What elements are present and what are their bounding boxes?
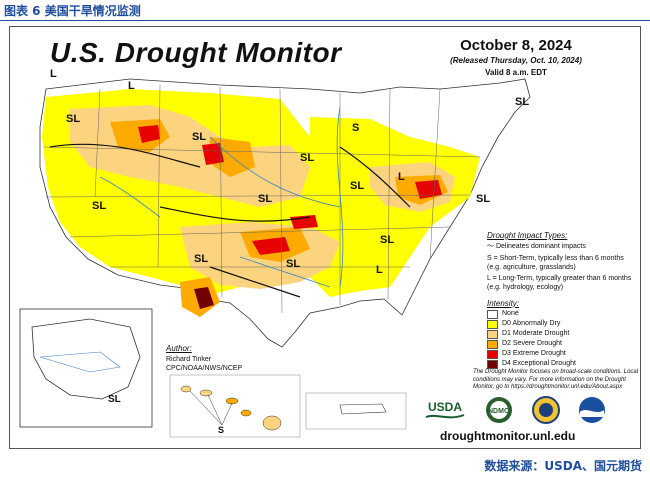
impact-delineates-text: Delineates dominant impacts bbox=[495, 243, 586, 250]
drought-map-frame: SL SL SL SL SL SL SL SL SL SL SL S L L L… bbox=[9, 26, 641, 449]
label-sl-2: SL bbox=[192, 131, 206, 143]
svg-text:NDMC: NDMC bbox=[488, 408, 509, 415]
d3-area-wyoming bbox=[202, 143, 224, 165]
intensity-legend-row: None bbox=[487, 310, 637, 320]
label-sl-8: SL bbox=[350, 180, 364, 192]
label-sl-1: SL bbox=[66, 113, 80, 125]
d3-area-ohio bbox=[415, 180, 442, 199]
intensity-swatch bbox=[487, 310, 498, 320]
agency-logos: USDA NDMC bbox=[425, 396, 605, 424]
intensity-label: D3 Extreme Drought bbox=[502, 350, 566, 358]
intensity-swatch bbox=[487, 350, 498, 360]
label-l-1: L bbox=[50, 68, 57, 80]
label-sl-5: SL bbox=[92, 200, 106, 212]
drought-map: SL SL SL SL SL SL SL SL SL SL SL S L L L… bbox=[19, 68, 531, 438]
d0-area-east bbox=[306, 117, 480, 297]
d3-area-oklahoma bbox=[252, 237, 290, 255]
label-sl-4: SL bbox=[258, 193, 272, 205]
puerto-rico-inset bbox=[305, 392, 407, 430]
figure-source: 数据来源：USDA、国元期货 bbox=[484, 459, 642, 473]
date-block: October 8, 2024 (Released Thursday, Oct.… bbox=[416, 37, 616, 77]
intensity-legend-row: D1 Moderate Drought bbox=[487, 330, 637, 340]
website-url: droughtmonitor.unl.edu bbox=[440, 429, 576, 443]
hawaii-label-s: S bbox=[218, 425, 224, 435]
intensity-label: D0 Abnormally Dry bbox=[502, 320, 561, 328]
rivers bbox=[99, 106, 344, 288]
label-l-4: L bbox=[376, 264, 383, 276]
intensity-legend-row: D4 Exceptional Drought bbox=[487, 360, 637, 370]
author-heading: Author: bbox=[166, 344, 192, 353]
usda-logo: USDA bbox=[425, 400, 465, 419]
map-title: U.S. Drought Monitor bbox=[50, 37, 342, 68]
commerce-seal-icon bbox=[532, 396, 560, 424]
d4-area-texas bbox=[194, 287, 214, 309]
impact-long-term: L = Long-Term, typically greater than 6 … bbox=[487, 275, 632, 291]
ndmc-logo: NDMC bbox=[486, 397, 512, 423]
intensity-swatch bbox=[487, 340, 498, 350]
figure-caption: 图表 6 美国干旱情况监测 bbox=[4, 4, 141, 18]
caption-rule bbox=[0, 20, 650, 21]
release-date: (Released Thursday, Oct. 10, 2024) bbox=[450, 56, 582, 65]
intensity-legend: None D0 Abnormally Dry D1 Moderate Drought… bbox=[487, 310, 637, 370]
hawaii-inset: S bbox=[169, 374, 301, 438]
intensity-heading: Intensity: bbox=[487, 298, 520, 308]
impact-short-term: S = Short-Term, typically less than 6 mo… bbox=[487, 254, 624, 271]
d3-area-montana bbox=[138, 125, 160, 143]
d3-area-kansas bbox=[290, 215, 318, 229]
intensity-swatch bbox=[487, 330, 498, 340]
intensity-swatch bbox=[487, 360, 498, 370]
intensity-label: D2 Severe Drought bbox=[502, 340, 562, 348]
intensity-label: None bbox=[502, 310, 519, 318]
author-block: Author: Richard Tinker CPC/NOAA/NWS/NCEP bbox=[166, 344, 242, 374]
label-l-2: L bbox=[128, 80, 135, 92]
label-s-1: S bbox=[352, 122, 359, 134]
footnote: The Drought Monitor focuses on broad-sca… bbox=[473, 369, 639, 390]
intensity-label: D4 Exceptional Drought bbox=[502, 360, 576, 368]
label-sl-6: SL bbox=[194, 253, 208, 265]
label-l-3: L bbox=[398, 171, 405, 183]
alaska-label-sl: SL bbox=[108, 394, 121, 405]
boundary-line-icon: 〜 bbox=[487, 243, 494, 250]
label-sl-11: SL bbox=[380, 234, 394, 246]
label-sl-3: SL bbox=[300, 152, 314, 164]
label-sl-7: SL bbox=[286, 258, 300, 270]
impact-delineates: 〜 Delineates dominant impacts bbox=[487, 243, 637, 252]
intensity-legend-row: D0 Abnormally Dry bbox=[487, 320, 637, 330]
impact-labels: SL SL SL SL SL SL SL SL SL SL SL S L L L… bbox=[50, 68, 529, 276]
author-org: CPC/NOAA/NWS/NCEP bbox=[166, 365, 243, 373]
intensity-label: D1 Moderate Drought bbox=[502, 330, 570, 338]
impact-legend: Drought Impact Types: 〜 Delineates domin… bbox=[487, 231, 637, 370]
map-date: October 8, 2024 bbox=[460, 37, 572, 54]
impact-boundaries bbox=[49, 143, 411, 298]
label-sl-9: SL bbox=[476, 193, 490, 205]
author-name: Richard Tinker bbox=[166, 355, 212, 363]
valid-time: Valid 8 a.m. EDT bbox=[485, 68, 547, 77]
label-sl-10: SL bbox=[515, 96, 529, 108]
intensity-legend-row: D3 Extreme Drought bbox=[487, 350, 637, 360]
impact-heading: Drought Impact Types: bbox=[487, 231, 568, 240]
svg-text:USDA: USDA bbox=[428, 400, 462, 414]
alaska-inset: SL bbox=[19, 308, 153, 428]
intensity-legend-row: D2 Severe Drought bbox=[487, 340, 637, 350]
noaa-logo-icon bbox=[579, 397, 605, 423]
state-borders bbox=[43, 84, 481, 314]
intensity-swatch bbox=[487, 320, 498, 330]
